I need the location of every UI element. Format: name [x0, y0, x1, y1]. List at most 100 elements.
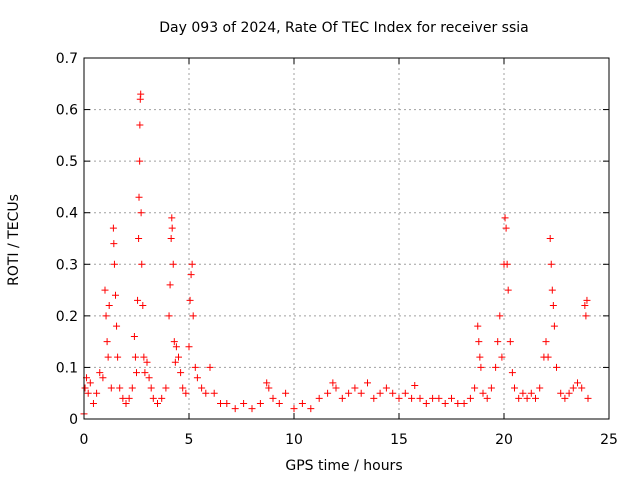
data-point — [84, 389, 92, 397]
data-point — [99, 374, 107, 382]
data-point — [128, 384, 136, 392]
data-point — [81, 384, 89, 392]
data-point — [158, 394, 166, 402]
data-point — [256, 400, 264, 408]
data-point — [357, 389, 365, 397]
data-point — [187, 271, 195, 279]
data-point — [89, 400, 97, 408]
data-point — [210, 389, 218, 397]
data-point — [165, 312, 173, 320]
data-point — [122, 400, 130, 408]
data-point — [569, 384, 577, 392]
data-point — [166, 281, 174, 289]
data-point — [138, 260, 146, 268]
data-point — [466, 394, 474, 402]
data-point — [182, 389, 190, 397]
data-point — [351, 384, 359, 392]
data-point — [101, 286, 109, 294]
data-point — [137, 90, 145, 98]
data-point — [492, 363, 500, 371]
data-point — [135, 193, 143, 201]
data-point — [112, 291, 119, 299]
data-point — [168, 224, 176, 232]
data-point — [523, 394, 531, 402]
data-point — [263, 379, 271, 387]
data-point — [483, 394, 491, 402]
data-point — [135, 235, 143, 242]
data-point — [125, 394, 133, 402]
x-axis-label: GPS time / hours — [285, 458, 402, 474]
data-point — [191, 363, 199, 371]
data-point — [508, 369, 516, 377]
data-point — [145, 374, 153, 382]
data-point — [217, 400, 224, 408]
data-point — [171, 358, 179, 366]
data-point — [515, 394, 523, 402]
data-point — [565, 389, 573, 397]
data-point — [154, 400, 161, 408]
data-point — [448, 394, 455, 402]
data-point — [536, 384, 544, 392]
data-point — [532, 394, 539, 402]
data-point — [179, 384, 187, 392]
data-point — [557, 389, 565, 397]
data-point — [547, 260, 555, 268]
data-point — [574, 379, 581, 387]
data-point — [389, 389, 397, 397]
data-point — [169, 260, 177, 268]
data-point — [546, 235, 554, 242]
data-point — [395, 394, 403, 402]
y-tick-labels: 0 0.1 0.2 0.3 0.4 0.5 0.6 0.7 — [56, 51, 78, 428]
data-point — [136, 157, 144, 165]
y-tick-label: 0.6 — [56, 103, 78, 119]
data-point — [370, 394, 378, 402]
data-point — [582, 312, 590, 320]
data-point — [275, 400, 283, 408]
data-point — [130, 332, 138, 340]
data-point — [136, 121, 144, 129]
data-point — [548, 286, 556, 294]
x-tick-labels: 0 5 10 15 20 25 — [80, 432, 618, 448]
data-point — [324, 389, 332, 397]
tick-marks — [83, 57, 610, 420]
data-point — [141, 369, 149, 377]
data-point — [103, 338, 111, 346]
data-point — [471, 384, 479, 392]
data-point — [162, 384, 170, 392]
plot-frame — [83, 57, 610, 420]
data-point — [298, 400, 306, 408]
data-point — [494, 338, 502, 346]
data-point — [177, 369, 185, 377]
data-point — [401, 389, 409, 397]
data-point — [116, 384, 124, 392]
data-point — [105, 302, 113, 310]
data-point — [550, 322, 558, 330]
data-point — [172, 343, 180, 351]
data-point — [496, 312, 504, 320]
y-tick-label: 0.1 — [56, 360, 78, 376]
data-point — [581, 302, 589, 310]
x-tick-label: 15 — [390, 432, 408, 448]
data-point — [110, 260, 118, 268]
data-point — [96, 369, 104, 377]
data-points — [80, 90, 592, 418]
data-point — [143, 358, 151, 366]
x-tick-label: 5 — [185, 432, 194, 448]
data-point — [474, 322, 482, 330]
y-tick-label: 0.3 — [56, 257, 78, 273]
data-point — [583, 296, 591, 304]
data-point — [202, 389, 210, 397]
data-point — [140, 353, 148, 361]
data-point — [113, 322, 121, 330]
data-point — [188, 260, 196, 268]
data-point — [114, 353, 122, 361]
data-point — [475, 338, 483, 346]
data-point — [411, 381, 419, 389]
data-point — [498, 353, 506, 361]
data-point — [364, 379, 371, 387]
data-point — [168, 214, 176, 222]
data-point — [147, 384, 155, 392]
data-point — [102, 312, 110, 320]
data-point — [137, 209, 145, 217]
